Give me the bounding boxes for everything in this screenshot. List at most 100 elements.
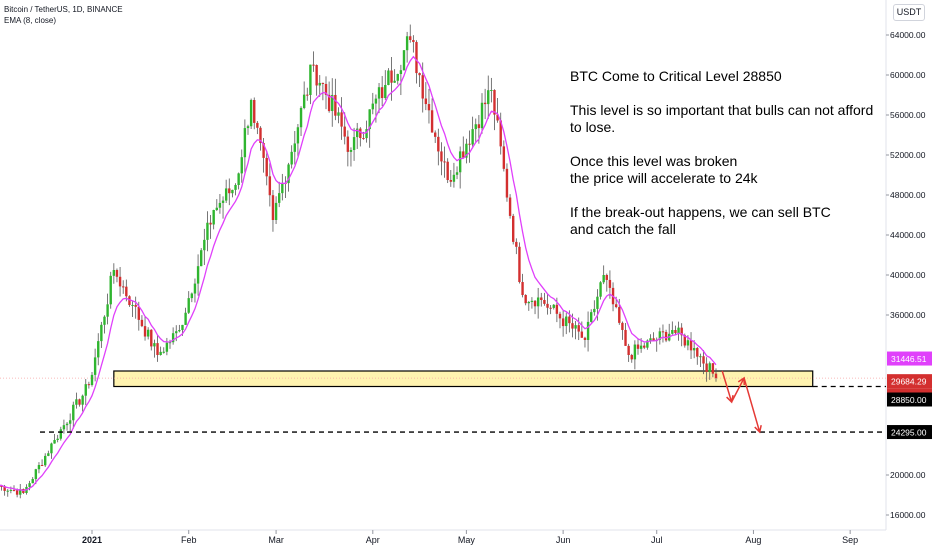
candle-body [518, 246, 521, 283]
currency-button[interactable]: USDT [893, 4, 925, 21]
candle-body [90, 374, 94, 385]
candle-body [327, 94, 331, 112]
candle-body [571, 323, 574, 329]
y-tick-label: 36000.00 [890, 310, 926, 320]
candle-body [156, 343, 159, 355]
candle-body [552, 304, 555, 308]
ema-price-tag: 31446.51 [891, 354, 927, 364]
candle-body [262, 142, 265, 158]
candle-body [249, 100, 253, 127]
level-tag-28850-bg [887, 392, 932, 407]
projection-arrow [721, 370, 733, 403]
candle-body [714, 373, 718, 379]
candle-body [287, 164, 290, 184]
candle-body [502, 146, 506, 169]
candle-body [168, 342, 172, 344]
candle-body [112, 270, 116, 276]
candle-body [131, 305, 134, 306]
candle-body [265, 157, 268, 177]
candle-body [437, 136, 440, 152]
candle-body [521, 282, 524, 295]
candle-body [540, 297, 543, 300]
candle-body [324, 83, 328, 95]
candle-body [536, 297, 540, 307]
y-tick-label: 16000.00 [890, 510, 926, 520]
candle-body [34, 469, 38, 480]
x-tick-label: Jun [556, 535, 571, 545]
candle-body [577, 325, 580, 332]
candle-body [580, 331, 584, 338]
candle-body [440, 151, 443, 162]
candle-body [549, 307, 552, 309]
candle-body [256, 122, 259, 128]
candle-body [159, 351, 162, 355]
candle-body [692, 348, 696, 351]
x-tick-label: Jul [651, 535, 663, 545]
candle-body [477, 124, 481, 129]
note-line: Once this level was broken [570, 153, 738, 169]
candle-body [412, 40, 415, 43]
candle-body [652, 338, 655, 341]
candle-body [212, 210, 215, 225]
candle-body [390, 70, 393, 83]
candle-body [574, 325, 577, 329]
candle-body [290, 151, 293, 165]
candle-body [299, 107, 303, 128]
candle-body [65, 423, 69, 426]
candle-body [621, 322, 624, 330]
y-tick-label: 20000.00 [890, 470, 926, 480]
y-tick-label: 56000.00 [890, 110, 926, 120]
candle-body [424, 98, 428, 105]
candle-body [187, 298, 190, 313]
candle-body [224, 188, 228, 201]
candle-body [193, 283, 197, 294]
x-tick-label: Aug [745, 535, 761, 545]
candle-body [6, 490, 9, 492]
candle-body [711, 363, 715, 374]
candle-body [496, 114, 499, 121]
candle-body [421, 75, 424, 99]
level-tag-28850: 28850.00 [891, 395, 927, 405]
candle-body [97, 341, 100, 358]
candle-body [683, 335, 686, 346]
candle-body [705, 363, 708, 372]
candle-body [384, 85, 387, 99]
candle-body [178, 330, 181, 332]
candle-body [674, 330, 677, 334]
candle-body [306, 94, 309, 96]
candle-body [115, 270, 119, 277]
note-line: This level is so important that bulls ca… [570, 102, 874, 118]
level-tag-24295-bg [887, 425, 932, 440]
candle-body [624, 329, 627, 346]
candle-body [543, 300, 546, 304]
candle-body [140, 319, 144, 327]
candle-body [206, 222, 209, 240]
candle-body [302, 94, 306, 108]
candle-body [602, 275, 605, 283]
candle-body [312, 64, 315, 66]
candle-body [533, 300, 537, 307]
candle-body [618, 307, 621, 323]
x-tick-label: Feb [181, 535, 197, 545]
candle-body [278, 193, 281, 203]
candle-body [281, 183, 284, 194]
candle-body [689, 340, 693, 351]
y-tick-label: 44000.00 [890, 230, 926, 240]
ema-line [0, 55, 717, 492]
candle-body [596, 296, 599, 309]
candle-body [143, 326, 147, 337]
candle-body [671, 330, 674, 334]
candle-body [253, 100, 256, 123]
candle-body [340, 112, 343, 127]
candle-body [137, 306, 140, 320]
candle-body [443, 161, 446, 163]
candle-body [134, 305, 137, 307]
candle-body [125, 286, 128, 297]
candle-body [0, 485, 3, 487]
candle-body [405, 36, 409, 51]
ema-price-tag-bg [887, 351, 932, 366]
candle-body [165, 342, 169, 352]
projection-arrow [743, 377, 761, 433]
